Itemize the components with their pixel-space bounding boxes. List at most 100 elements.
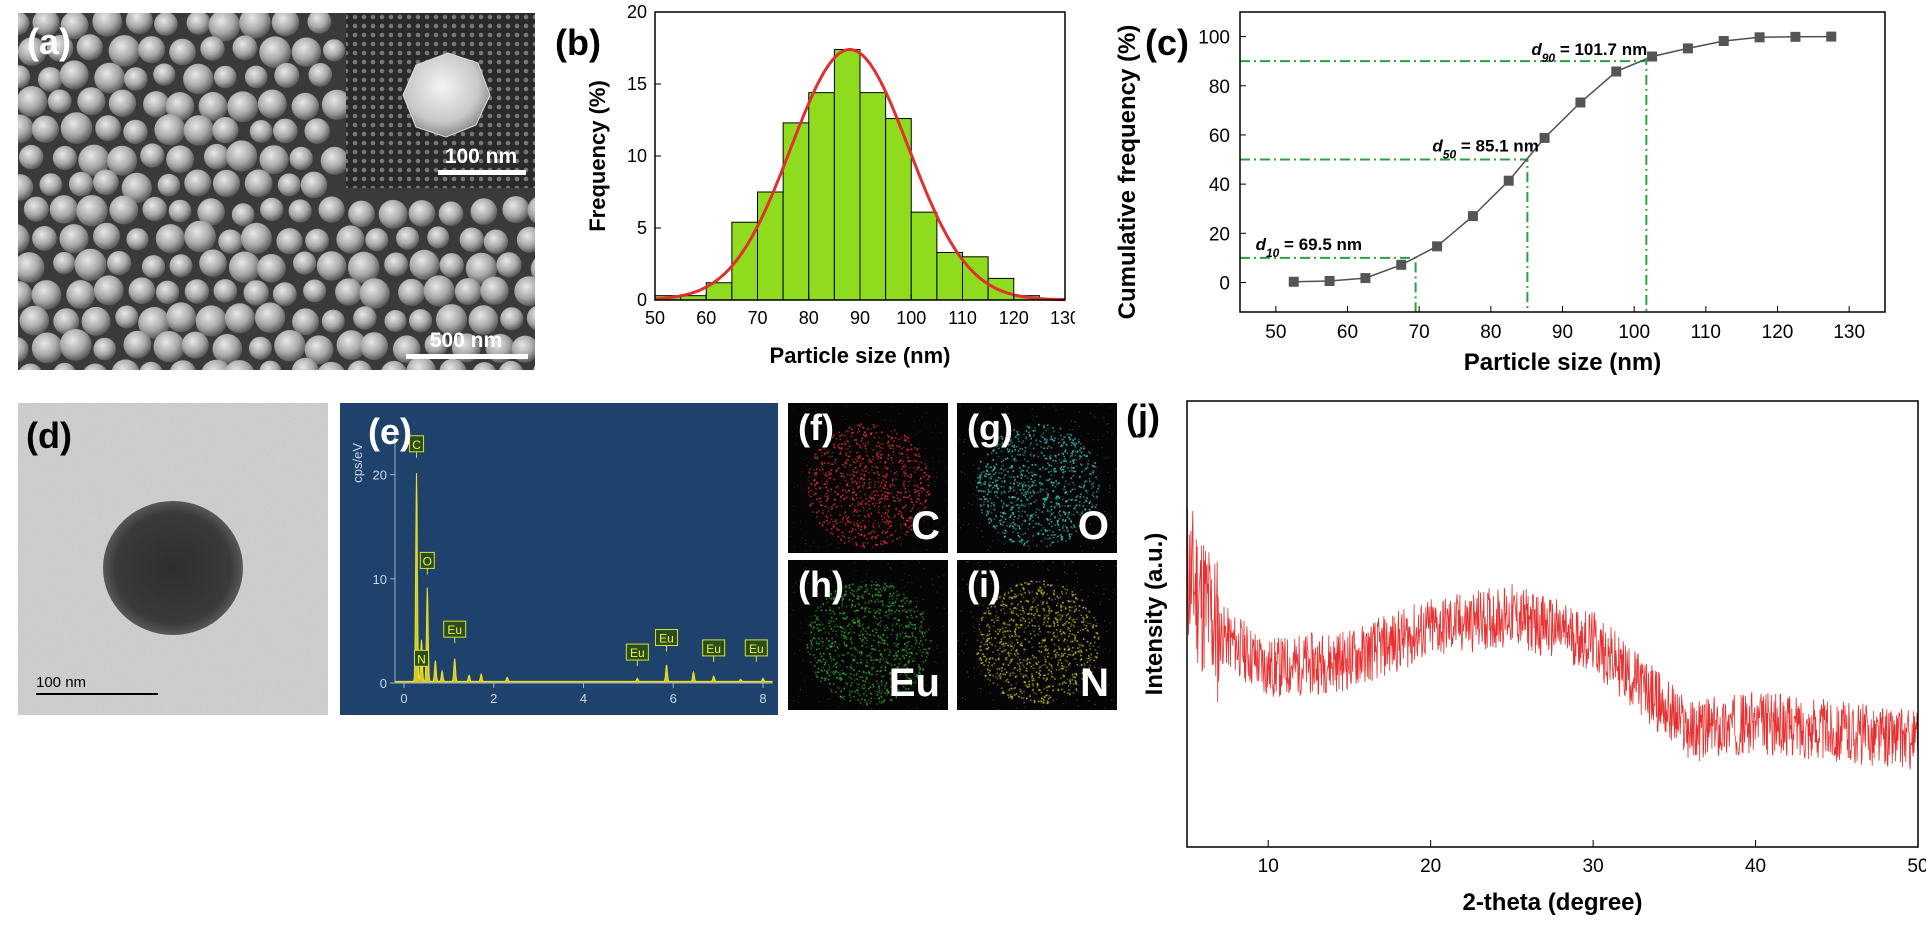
x-tick-label: 40: [1745, 856, 1766, 877]
y-axis-label: Intensity (a.u.): [1141, 533, 1168, 696]
x-tick-label: 100: [896, 308, 926, 328]
sem-particle: [214, 66, 237, 89]
sem-particle: [274, 330, 305, 361]
sem-particle: [95, 115, 121, 141]
sem-particle: [154, 114, 185, 145]
sem-particle: [184, 221, 216, 253]
panel-label-b: (b): [555, 22, 601, 64]
data-point: [1432, 241, 1442, 251]
sem-particle: [154, 13, 178, 36]
sem-particle: [480, 277, 508, 305]
sem-particle: [502, 196, 529, 223]
sem-particle: [184, 115, 214, 145]
sem-particle: [140, 143, 164, 167]
histogram-bar: [834, 49, 860, 300]
element-tag-label: C: [412, 438, 421, 452]
sem-particle: [32, 116, 59, 143]
x-tick-label: 0: [400, 691, 407, 706]
sem-particle: [61, 112, 93, 144]
element-tag-label: O: [423, 554, 432, 568]
sem-image: 100 nm 500 nm: [18, 13, 535, 370]
sem-particle: [213, 170, 240, 197]
sem-particle: [53, 146, 77, 170]
sem-particle: [60, 60, 89, 89]
sem-particle: [212, 117, 238, 143]
x-tick-label: 30: [1583, 856, 1604, 877]
sem-particle: [232, 203, 255, 226]
sem-particle: [154, 331, 185, 362]
sem-particle: [166, 302, 196, 332]
sem-particle: [424, 275, 455, 306]
y-tick-label: 80: [1209, 77, 1230, 98]
sem-particle: [93, 338, 116, 361]
data-point: [1826, 32, 1836, 42]
element-map-eu: (h)Eu: [788, 560, 948, 710]
panel-label-i: (i): [967, 564, 1001, 606]
sem-particle: [20, 306, 50, 336]
y-tick-label: 20: [373, 468, 387, 483]
sem-particle: [48, 90, 72, 114]
y-tick-label: 5: [637, 218, 647, 238]
x-tick-label: 110: [1691, 322, 1721, 343]
sem-particle: [274, 63, 299, 88]
element-map-n: (i)N: [957, 560, 1117, 710]
x-axis-label: 2-theta (degree): [1462, 889, 1642, 916]
sem-particle: [19, 145, 43, 169]
panel-label-h: (h): [798, 564, 844, 606]
data-point: [1790, 32, 1800, 42]
percentile-label-d10: d10 = 69.5 nm: [1256, 235, 1362, 260]
x-tick-label: 50: [1907, 856, 1926, 877]
sem-particle: [218, 230, 242, 254]
x-tick-label: 8: [759, 691, 766, 706]
sem-particle: [292, 93, 319, 120]
sem-particle: [290, 147, 313, 170]
sem-particle: [292, 308, 319, 335]
sem-particle: [32, 333, 63, 364]
panel-label-d: (d): [26, 415, 72, 457]
sem-particle: [396, 227, 419, 250]
panel-label-a: (a): [27, 21, 71, 63]
xrd-trace: [1187, 508, 1918, 769]
sem-particle: [53, 252, 75, 274]
sem-particle: [196, 305, 227, 336]
x-tick-label: 70: [747, 308, 767, 328]
panel-label-g: (g): [967, 407, 1013, 449]
sem-particle: [153, 63, 175, 85]
sem-particle: [409, 250, 439, 280]
data-point: [1396, 260, 1406, 270]
panel-label-c: (c): [1145, 22, 1189, 64]
histogram-bar: [783, 123, 809, 300]
inset-scale-label: 100 nm: [445, 145, 517, 168]
sem-particle: [496, 252, 521, 277]
x-tick-label: 6: [670, 691, 677, 706]
sem-particle: [250, 120, 273, 143]
sem-particle: [244, 280, 269, 305]
sem-particle: [204, 144, 230, 170]
sem-particle: [213, 334, 243, 364]
sem-particle: [40, 173, 63, 196]
sem-particle: [360, 332, 388, 360]
y-tick-label: 0: [1219, 273, 1230, 294]
x-tick-label: 4: [580, 691, 587, 706]
data-point: [1540, 133, 1550, 143]
x-tick-label: 80: [799, 308, 819, 328]
element-tag-label: N: [417, 652, 426, 666]
sem-particle: [353, 306, 376, 329]
sem-particle: [93, 170, 119, 196]
sem-particle: [292, 38, 321, 67]
histogram-bar: [937, 252, 963, 300]
sem-particle: [59, 224, 88, 253]
sem-particle: [32, 226, 57, 251]
sem-particle: [229, 252, 260, 283]
sem-particle: [143, 197, 167, 221]
sem-particle: [305, 118, 330, 143]
y-tick-label: 20: [1209, 224, 1230, 245]
sem-particle: [69, 172, 93, 196]
sem-particle: [289, 199, 312, 222]
sem-particle: [455, 278, 482, 305]
sem-particle: [66, 280, 95, 309]
sem-particle: [321, 147, 349, 175]
sem-particle: [75, 249, 107, 281]
sem-particle: [129, 277, 156, 304]
